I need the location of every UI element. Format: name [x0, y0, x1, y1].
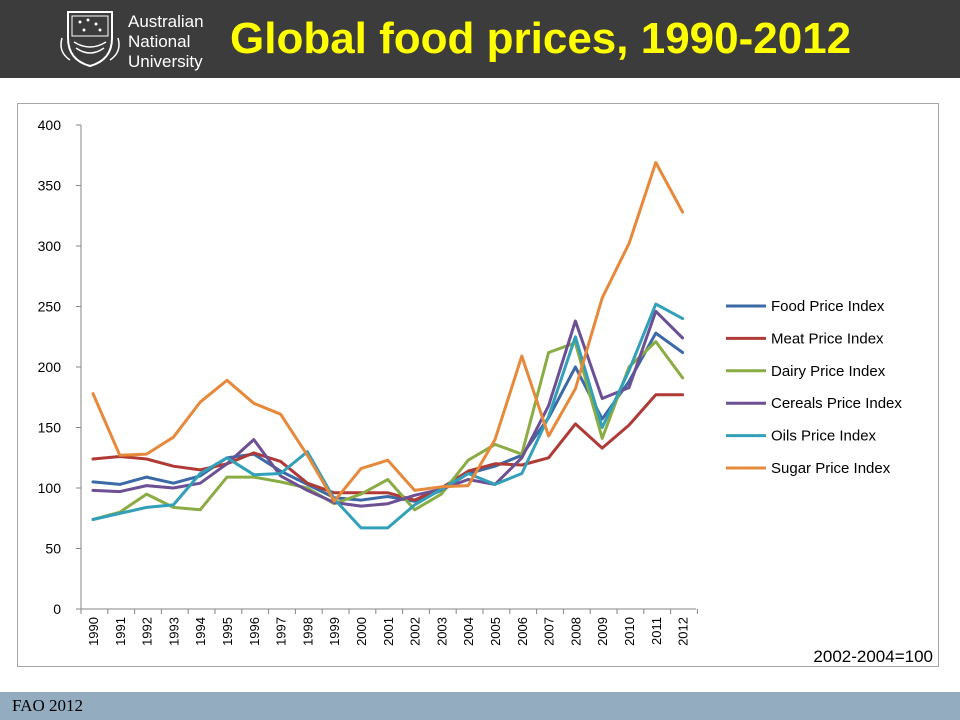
x-tick-label: 2001: [381, 617, 396, 646]
x-tick-label: 1999: [327, 617, 342, 646]
y-tick-label: 300: [38, 238, 62, 254]
x-tick-label: 1995: [220, 617, 235, 646]
legend-label: Food Price Index: [771, 298, 885, 315]
y-tick-label: 400: [38, 117, 62, 133]
x-tick-label: 2005: [488, 617, 503, 646]
x-tick-label: 1992: [140, 617, 155, 646]
x-tick-label: 2009: [595, 617, 610, 646]
base-period-annotation: 2002-2004=100: [813, 647, 933, 666]
x-tick-label: 1998: [300, 617, 315, 646]
slide-title: Global food prices, 1990-2012: [230, 14, 852, 63]
logo-line-3: University: [128, 52, 203, 71]
y-tick-label: 50: [45, 541, 61, 557]
x-tick-label: 2012: [676, 617, 691, 646]
y-tick-label: 100: [38, 480, 62, 496]
source-label: FAO 2012: [12, 696, 83, 715]
logo-line-2: National: [128, 32, 191, 51]
x-tick-label: 1996: [247, 617, 262, 646]
x-tick-label: 1997: [274, 617, 289, 646]
legend-label: Dairy Price Index: [771, 363, 886, 380]
series-line: [91, 161, 685, 503]
x-tick-label: 2010: [622, 617, 637, 646]
x-tick-label: 2004: [461, 617, 476, 646]
x-tick-label: 2003: [434, 617, 449, 646]
x-tick-label: 2008: [568, 617, 583, 646]
anu-crest-icon: [60, 11, 120, 68]
legend-label: Cereals Price Index: [771, 395, 902, 412]
y-tick-label: 0: [53, 601, 61, 617]
x-tick-label: 1993: [166, 617, 181, 646]
legend-label: Oils Price Index: [771, 428, 877, 445]
anu-wordmark: Australian National University: [128, 12, 204, 72]
x-tick-label: 2011: [649, 617, 664, 645]
x-tick-label: 1994: [193, 617, 208, 646]
x-tick-label: 2000: [354, 617, 369, 646]
x-tick-label: 1990: [86, 617, 101, 646]
y-tick-label: 350: [38, 178, 62, 194]
y-tick-label: 150: [38, 420, 62, 436]
y-tick-label: 250: [38, 299, 62, 315]
y-tick-label: 200: [38, 359, 62, 375]
x-tick-label: 2007: [542, 617, 557, 646]
series-line: [91, 302, 685, 530]
legend-label: Sugar Price Index: [771, 460, 891, 477]
line-chart: 0 50 100 150 200 250 300 350 400 1990 1991 1992 1993…: [38, 117, 933, 666]
chart-frame: 0 50 100 150 200 250 300 350 400 1990 1991 1992 1993…: [17, 103, 939, 667]
slide-header: Australian National University Global fo…: [0, 0, 960, 78]
legend-label: Meat Price Index: [771, 330, 884, 347]
slide-footer: FAO 2012: [0, 692, 960, 720]
x-tick-label: 2002: [408, 617, 423, 646]
series-line: [91, 393, 685, 502]
x-tick-label: 1991: [113, 617, 128, 646]
logo-line-1: Australian: [128, 12, 204, 31]
series-line: [91, 340, 685, 521]
x-tick-label: 2006: [515, 617, 530, 646]
series-line: [91, 331, 685, 503]
